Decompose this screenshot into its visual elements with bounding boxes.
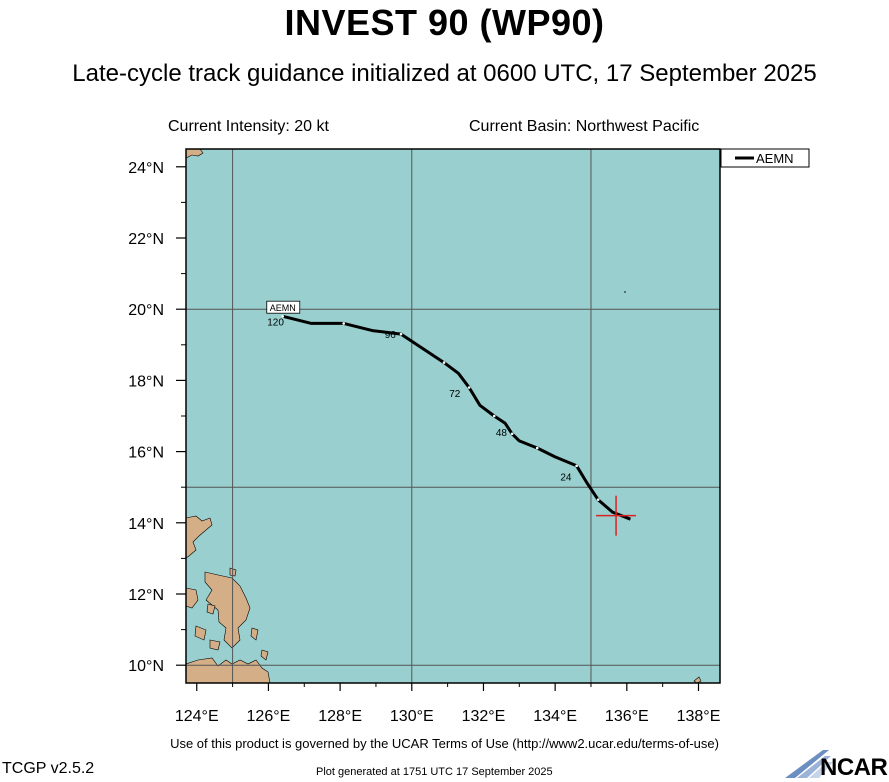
track-end-label: AEMN [270,303,296,313]
current-intensity: Current Intensity: 20 kt [168,118,329,135]
legend-frame [720,148,810,168]
track-point [510,432,514,436]
ncar-logo-icon [785,750,833,778]
track-point [281,315,285,318]
track-point [399,332,403,336]
track-map: 24 48 72 96 120 AEMN 124°E 126°E 128°E 130°E 132°… [128,148,810,725]
visayas-land [186,587,199,609]
track-point [342,322,345,325]
axis-ticks: 124°E 126°E 128°E 130°E 132°E 134°E 136°E 138°E… [128,160,720,725]
track-point [442,361,446,364]
x-tick-label: 126°E [247,708,291,725]
y-tick-label: 12°N [128,587,164,604]
terms-of-use: Use of this product is governed by the U… [170,736,719,751]
visayas-small-1 [206,603,216,615]
visayas-small-2 [194,625,207,641]
forecast-hour-label: 120 [267,318,284,329]
version-label: TCGP v2.5.2 [2,760,95,777]
legend-label: AEMN [756,151,794,166]
tiny-islet [624,291,626,293]
x-tick-label: 136°E [605,708,649,725]
dinagat-island [250,627,259,641]
y-tick-label: 20°N [128,302,164,319]
track-point [467,386,471,389]
y-tick-label: 18°N [128,373,164,390]
x-tick-label: 130°E [390,708,434,725]
ncar-logo-text: NCAR [820,754,888,781]
track-point [596,498,600,501]
samar-leyte-land [204,571,251,649]
y-tick-label: 16°N [128,445,164,462]
track-point [535,446,539,450]
track-point [492,414,496,418]
x-tick-label: 138°E [677,708,721,725]
track-layer: 24 48 72 96 120 AEMN [266,300,637,536]
current-basin: Current Basin: Northwest Pacific [469,118,700,135]
forecast-hour-label: 72 [449,389,461,400]
forecast-hour-label: 48 [496,428,508,439]
y-tick-label: 14°N [128,516,164,533]
x-tick-label: 124°E [175,708,219,725]
x-tick-label: 134°E [533,708,577,725]
y-tick-label: 10°N [128,658,164,675]
generated-timestamp: Plot generated at 1751 UTC 17 September … [316,766,553,778]
luzon-land [186,515,213,559]
x-tick-label: 128°E [318,708,362,725]
ocean-area [186,149,720,683]
legend: AEMN [720,148,810,168]
bohol-island [209,639,221,651]
taiwan-land [186,149,204,159]
forecast-hour-label: 24 [560,473,572,484]
plot-subtitle: Late-cycle track guidance initialized at… [72,60,817,87]
track-end-label-box [266,300,301,314]
y-tick-label: 22°N [128,231,164,248]
x-tick-label: 132°E [462,708,506,725]
track-point [575,464,578,468]
mindanao-land [186,657,271,683]
siargao-island [260,649,269,661]
forecast-hour-label: 96 [385,330,397,341]
y-tick-label: 24°N [128,160,164,177]
plot-title: INVEST 90 (WP90) [284,2,605,43]
land-masses [186,149,702,683]
